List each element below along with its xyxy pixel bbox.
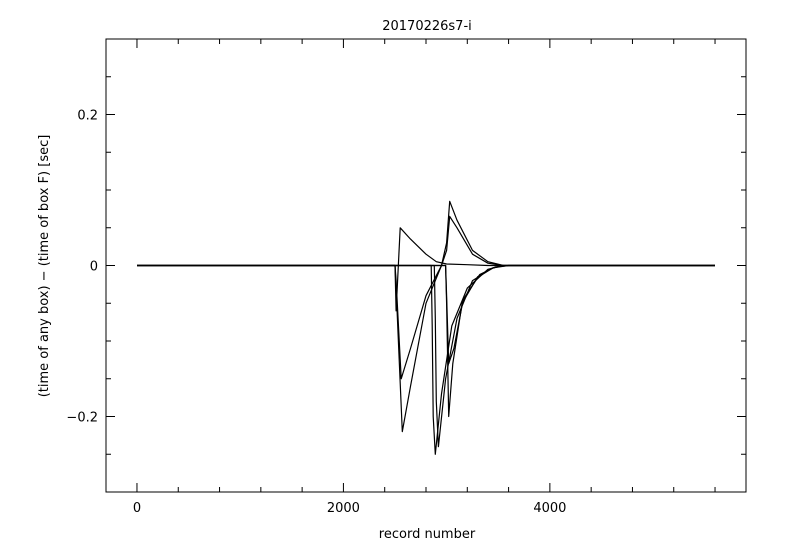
series-line-4 xyxy=(137,264,715,455)
x-tick-label: 2000 xyxy=(327,501,360,516)
series-line-3 xyxy=(137,215,715,433)
y-tick-label: 0 xyxy=(90,260,98,275)
series-line-7 xyxy=(137,264,715,365)
axis-ticks: 0 2000 4000 −0.2 0 0.2 xyxy=(66,38,746,516)
series-group xyxy=(137,200,715,455)
series-line-5 xyxy=(137,264,715,448)
series-line-6 xyxy=(137,264,715,418)
y-tick-label: −0.2 xyxy=(66,411,98,426)
x-axis-label: record number xyxy=(379,527,476,542)
y-tick-label: 0.2 xyxy=(77,109,98,124)
x-tick-label: 4000 xyxy=(533,501,566,516)
x-tick-label: 0 xyxy=(133,501,141,516)
series-line-2 xyxy=(137,200,715,380)
series-line-1 xyxy=(137,227,715,312)
chart-title: 20170226s7-i xyxy=(382,19,472,34)
y-axis-label: (time of any box) − (time of box F) [sec… xyxy=(37,135,52,398)
